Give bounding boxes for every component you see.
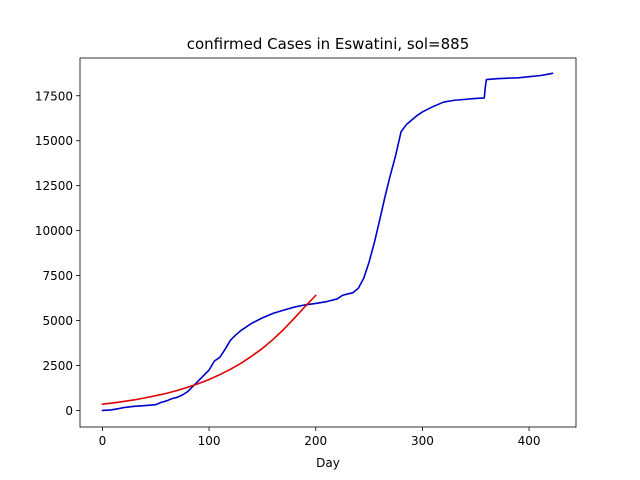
y-tick-label: 17500 — [35, 89, 73, 103]
y-tick-label: 7500 — [42, 269, 73, 283]
y-tick-label: 10000 — [35, 224, 73, 238]
y-tick-label: 15000 — [35, 134, 73, 148]
x-axis-label: Day — [316, 456, 340, 470]
chart-title: confirmed Cases in Eswatini, sol=885 — [187, 35, 470, 53]
series-layer — [101, 72, 554, 412]
series-line-1 — [101, 294, 317, 405]
x-tick-label: 0 — [99, 434, 107, 448]
plot-area-frame — [79, 57, 577, 428]
x-tick-label: 200 — [304, 434, 327, 448]
x-tick-label: 100 — [198, 434, 221, 448]
y-tick-label: 0 — [65, 404, 73, 418]
x-axis: 0 100 200 300 400 — [99, 427, 541, 448]
y-tick-label: 5000 — [42, 314, 73, 328]
x-tick-label: 300 — [411, 434, 434, 448]
y-tick-label: 12500 — [35, 179, 73, 193]
y-tick-label: 2500 — [42, 359, 73, 373]
x-tick-label: 400 — [518, 434, 541, 448]
y-axis: 0 2500 5000 7500 10000 12500 15000 17500 — [35, 89, 80, 418]
series-line-0 — [101, 72, 554, 412]
